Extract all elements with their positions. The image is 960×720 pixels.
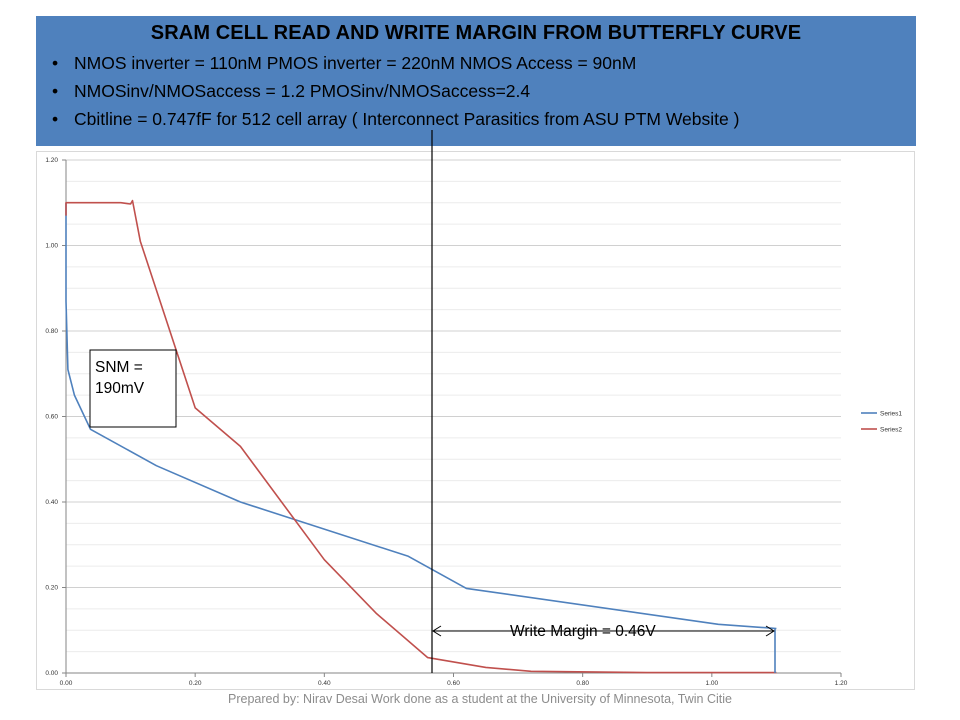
bullet-item-transistor-sizes: • NMOS inverter = 110nM PMOS inverter = 2…: [46, 49, 906, 77]
chart-tick-labels: 0.00 0.20 0.40 0.60 0.80 1.00 1.20 0.00 0.20 0.40…: [45, 157, 847, 687]
series-line-1: [65, 202, 777, 630]
footer-credit: Prepared by: Nirav Desai Work done as a …: [228, 692, 732, 706]
x-tick-label: 0.40: [318, 680, 331, 687]
write-margin-arrowhead-left: [432, 625, 442, 637]
y-tick-label: 0.80: [45, 328, 58, 335]
bullet-text: Cbitline = 0.747fF for 512 cell array ( …: [74, 109, 740, 129]
y-tick-label: 1.00: [45, 243, 58, 250]
bullet-text: NMOSinv/NMOSaccess = 1.2 PMOSinv/NMOSacc…: [74, 81, 531, 101]
bullet-dot-icon: •: [52, 81, 59, 101]
slide-title: SRAM CELL READ AND WRITE MARGIN FROM BUT…: [150, 22, 802, 44]
bullet-text: NMOS inverter = 110nM PMOS inverter = 22…: [74, 53, 637, 73]
legend-label-1: Series1: [880, 411, 902, 418]
bullet-item-cbitline: • Cbitline = 0.747fF for 512 cell array (…: [46, 105, 906, 133]
chart-gridlines: [66, 159, 841, 653]
snm-label-line2: 190mV: [95, 380, 145, 397]
x-tick-label: 1.20: [835, 680, 848, 687]
x-tick-label: 0.20: [189, 680, 202, 687]
chart-annotations: SNM = 190mV Write Margin = 0.46V: [89, 130, 776, 673]
chart-axes: [62, 159, 842, 677]
write-margin-arrowhead-right: [765, 625, 775, 637]
x-tick-label: 1.00: [706, 680, 719, 687]
chart-series: [65, 199, 777, 674]
bullet-dot-icon: •: [52, 109, 59, 129]
snm-annotation-box: [89, 349, 177, 428]
chart-frame: [36, 151, 915, 690]
header-banner: SRAM CELL READ AND WRITE MARGIN FROM BUT…: [36, 16, 916, 146]
y-tick-label: 1.20: [45, 157, 58, 164]
bullet-item-ratios: • NMOSinv/NMOSaccess = 1.2 PMOSinv/NMOSac…: [46, 77, 906, 105]
y-tick-label: 0.20: [45, 585, 58, 592]
snm-label-line1: SNM =: [95, 359, 143, 376]
y-tick-label: 0.00: [45, 670, 58, 677]
series-line-2: [65, 199, 777, 674]
legend-label-2: Series2: [880, 427, 902, 434]
y-tick-label: 0.60: [45, 414, 58, 421]
x-tick-label: 0.80: [576, 680, 589, 687]
write-margin-label: Write Margin = 0.46V: [510, 623, 656, 640]
bullet-dot-icon: •: [52, 53, 59, 73]
bullet-list: • NMOS inverter = 110nM PMOS inverter = 2…: [46, 49, 906, 133]
x-tick-label: 0.60: [447, 680, 460, 687]
x-tick-label: 0.00: [60, 680, 73, 687]
chart-legend: Series1 Series2: [861, 411, 902, 434]
y-tick-label: 0.40: [45, 499, 58, 506]
